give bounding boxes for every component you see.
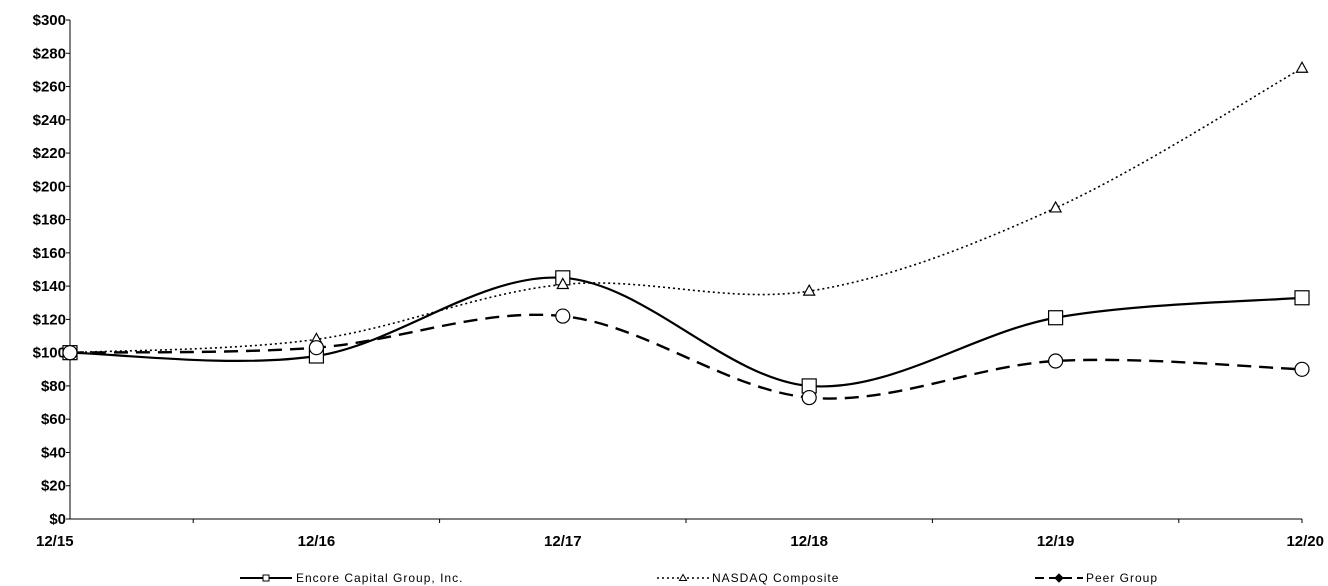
data-point-peer-group <box>308 340 324 356</box>
data-point-encore-capital-group-inc <box>1294 290 1310 306</box>
legend-item-peer-group: Peer Group <box>1035 571 1158 585</box>
data-point-nasdaq-composite <box>556 277 570 290</box>
data-point-peer-group <box>1047 353 1064 369</box>
legend-marker-circle <box>1054 573 1064 583</box>
y-tick-label: $260 <box>33 79 66 96</box>
y-tick-label: $0 <box>49 511 66 528</box>
y-tick-label: $20 <box>41 478 66 495</box>
y-tick-label: $160 <box>33 245 66 262</box>
y-tick-label: $60 <box>41 411 66 428</box>
series-lines <box>69 67 1303 400</box>
x-tick-label: 12/19 <box>1037 533 1075 550</box>
data-point-nasdaq-composite <box>1295 60 1309 73</box>
legend-marker-square <box>262 574 270 582</box>
axes <box>69 20 1302 520</box>
legend-label: Peer Group <box>1086 571 1158 585</box>
legend-item-nasdaq-composite: NASDAQ Composite <box>657 571 839 585</box>
x-tick-label: 12/17 <box>544 533 582 550</box>
y-tick-label: $240 <box>33 112 66 129</box>
y-tick-label: $120 <box>33 311 66 328</box>
data-point-nasdaq-composite <box>1049 200 1063 213</box>
y-tick-label: $40 <box>41 444 66 461</box>
legend-label: Encore Capital Group, Inc. <box>296 571 463 585</box>
series-line-encore-capital-group-inc <box>69 276 1303 388</box>
y-tick-label: $200 <box>33 178 66 195</box>
series-markers <box>62 60 1310 406</box>
y-tick-label: $80 <box>41 378 66 395</box>
y-tick-label: $140 <box>33 278 66 295</box>
y-tick-label: $100 <box>33 345 66 362</box>
data-point-peer-group <box>1294 361 1310 377</box>
data-point-nasdaq-composite <box>802 283 816 296</box>
series-line-peer-group <box>69 313 1303 400</box>
legend-item-encore-capital-group-inc: Encore Capital Group, Inc. <box>240 571 463 585</box>
legend: Encore Capital Group, Inc. NASDAQ Composi… <box>240 571 1158 585</box>
y-tick-label: $280 <box>33 45 66 62</box>
y-tick-label: $220 <box>33 145 66 162</box>
x-tick-label: 12/18 <box>790 533 828 550</box>
data-point-peer-group <box>555 308 571 324</box>
legend-label: NASDAQ Composite <box>712 571 839 585</box>
data-point-peer-group <box>801 389 817 406</box>
y-axis-ticks: $0 $20 $40 $60 $80 $100 $120 $140 $160 $180 $200 $2… <box>33 12 70 528</box>
x-tick-label: 12/16 <box>298 533 336 550</box>
legend-marker-triangle <box>678 573 688 581</box>
data-point-encore-capital-group-inc <box>1047 310 1064 326</box>
y-tick-label: $300 <box>33 12 66 29</box>
x-axis-ticks: 12/15 12/16 12/17 12/18 12/19 12/20 <box>36 519 1324 550</box>
y-tick-label: $180 <box>33 212 66 229</box>
x-tick-label: 12/20 <box>1286 533 1324 550</box>
x-tick-label: 12/15 <box>36 533 74 550</box>
data-point-peer-group <box>62 345 78 361</box>
